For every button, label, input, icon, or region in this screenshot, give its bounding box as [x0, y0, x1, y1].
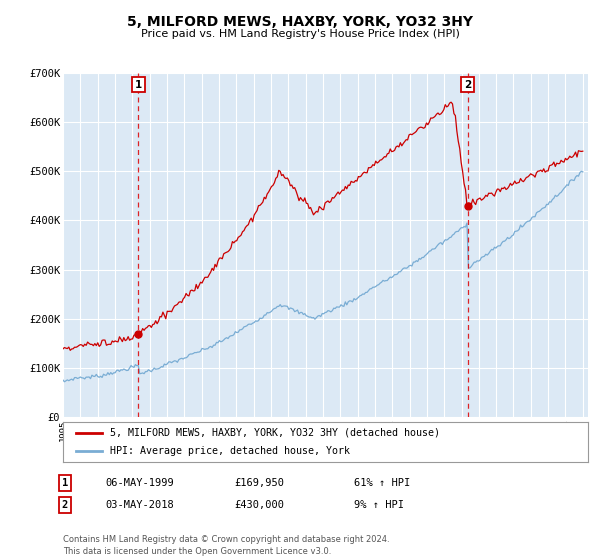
Text: HPI: Average price, detached house, York: HPI: Average price, detached house, York [110, 446, 350, 456]
Text: 5, MILFORD MEWS, HAXBY, YORK, YO32 3HY (detached house): 5, MILFORD MEWS, HAXBY, YORK, YO32 3HY (… [110, 428, 440, 437]
Text: 2: 2 [464, 80, 471, 90]
Text: 2: 2 [62, 500, 68, 510]
Text: 61% ↑ HPI: 61% ↑ HPI [354, 478, 410, 488]
Text: 1: 1 [62, 478, 68, 488]
Text: Price paid vs. HM Land Registry's House Price Index (HPI): Price paid vs. HM Land Registry's House … [140, 29, 460, 39]
Text: 5, MILFORD MEWS, HAXBY, YORK, YO32 3HY: 5, MILFORD MEWS, HAXBY, YORK, YO32 3HY [127, 15, 473, 29]
Text: Contains HM Land Registry data © Crown copyright and database right 2024.
This d: Contains HM Land Registry data © Crown c… [63, 535, 389, 556]
Text: £430,000: £430,000 [234, 500, 284, 510]
Text: 03-MAY-2018: 03-MAY-2018 [105, 500, 174, 510]
Text: £169,950: £169,950 [234, 478, 284, 488]
Text: 9% ↑ HPI: 9% ↑ HPI [354, 500, 404, 510]
Text: 1: 1 [135, 80, 142, 90]
Text: 06-MAY-1999: 06-MAY-1999 [105, 478, 174, 488]
